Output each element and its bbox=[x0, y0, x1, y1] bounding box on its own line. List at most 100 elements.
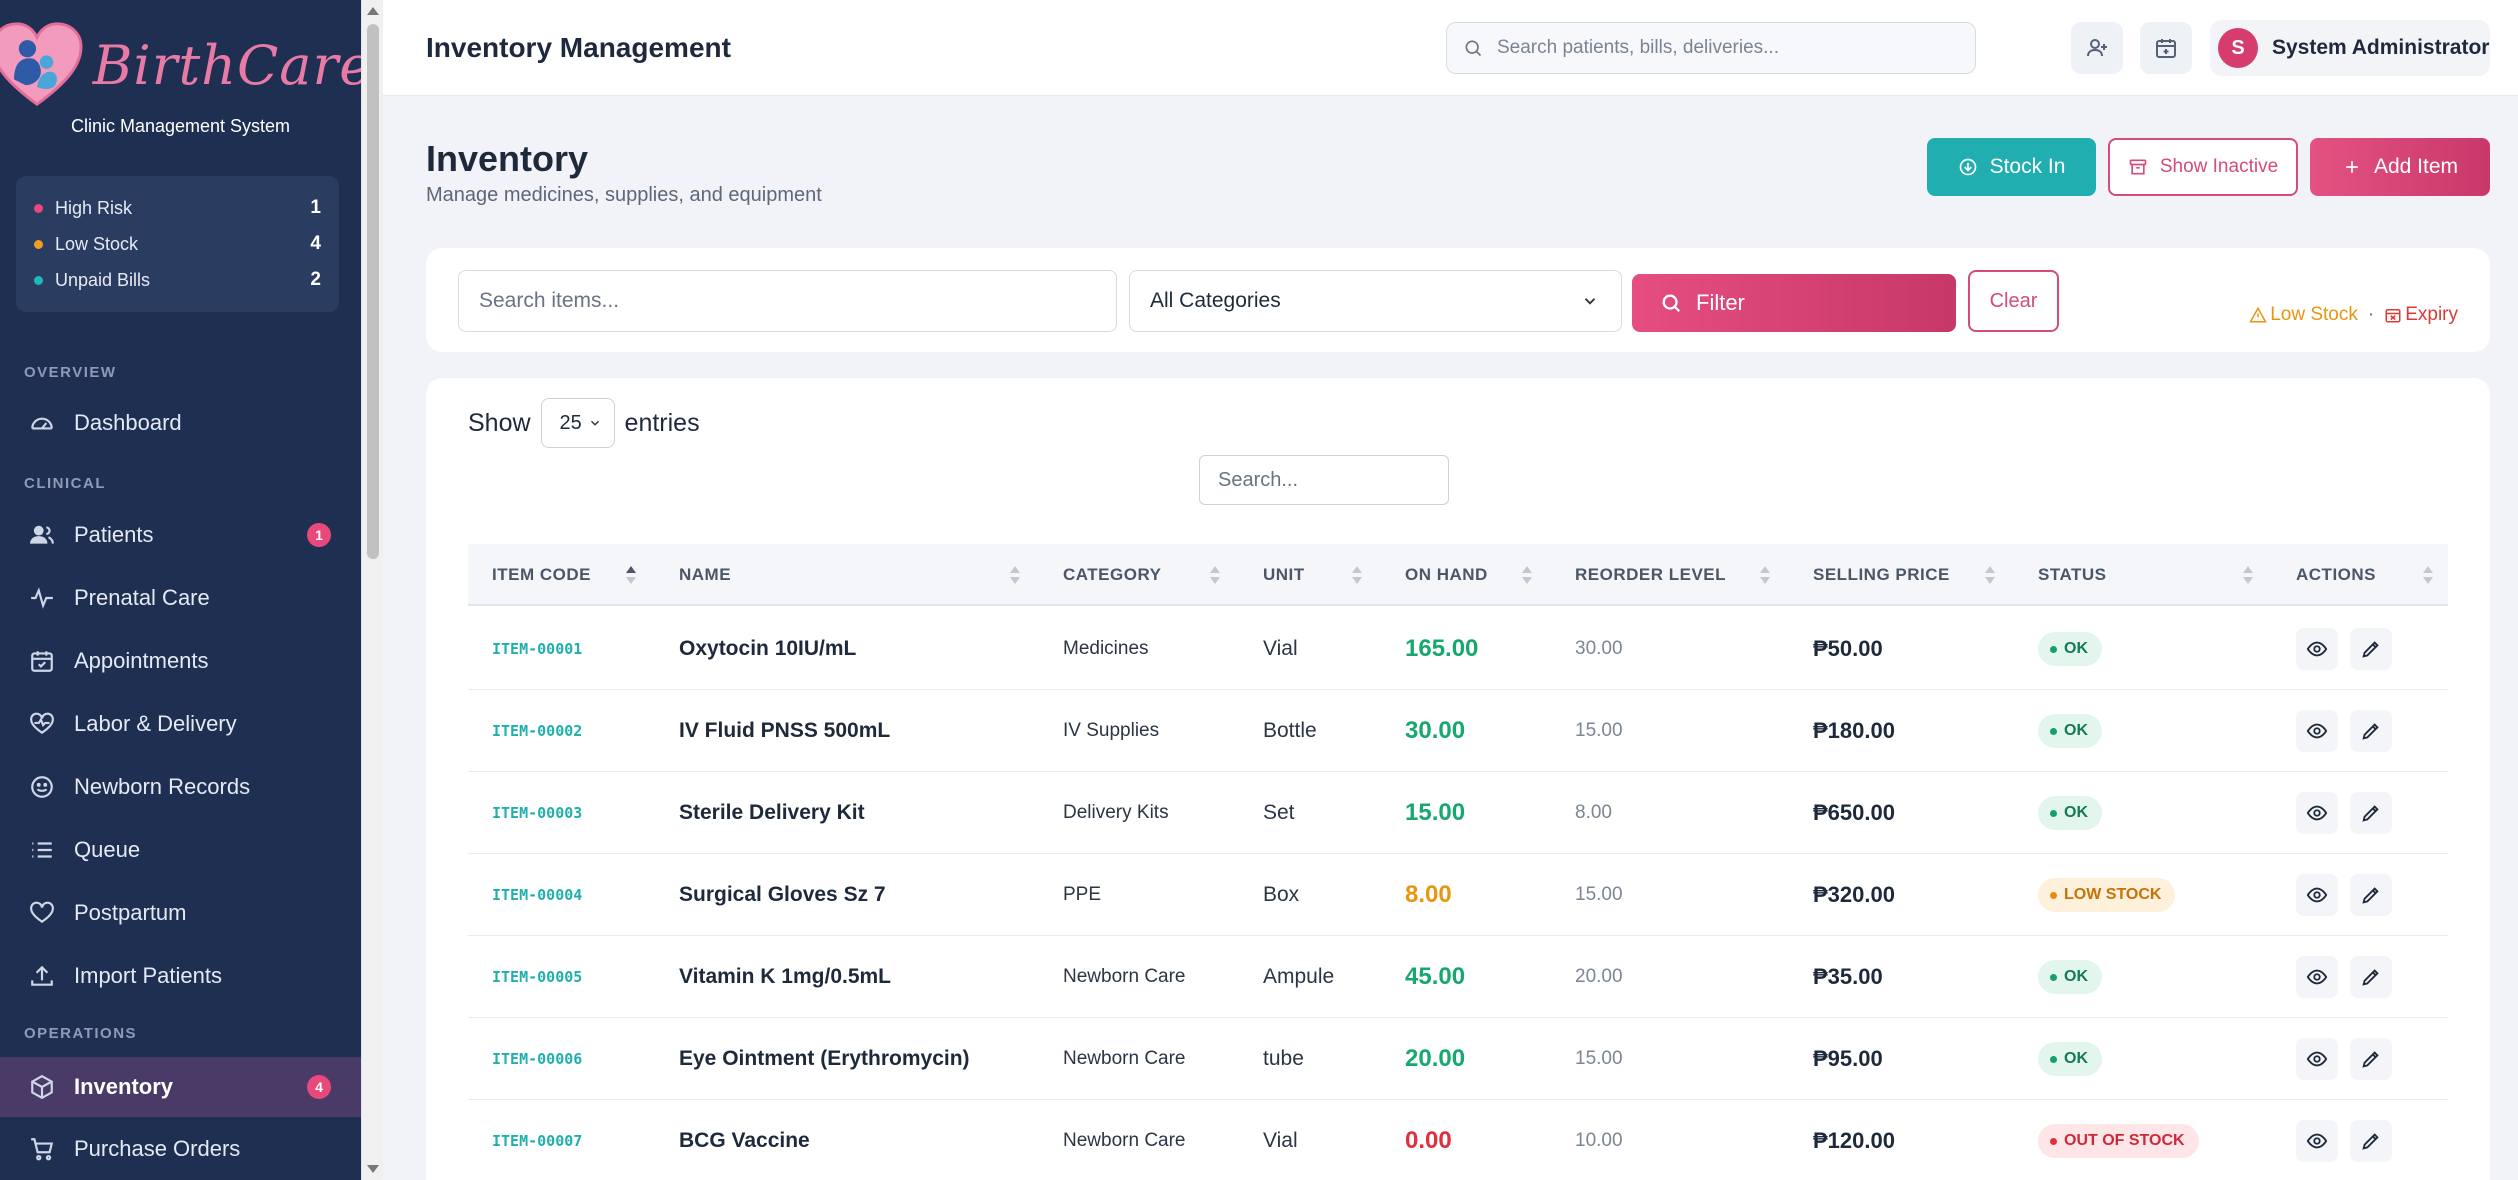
edit-button[interactable] bbox=[2350, 956, 2392, 998]
show-inactive-button[interactable]: Show Inactive bbox=[2108, 138, 2298, 196]
sort-icon[interactable] bbox=[1985, 566, 1995, 586]
filter-button[interactable]: Filter bbox=[1632, 274, 1956, 332]
new-appointment-button[interactable] bbox=[2140, 22, 2192, 74]
status-badge: OK bbox=[2038, 1042, 2102, 1076]
item-unit: Box bbox=[1263, 883, 1300, 906]
clear-button[interactable]: Clear bbox=[1968, 270, 2059, 332]
view-button[interactable] bbox=[2296, 628, 2338, 670]
stat-unpaid-bills[interactable]: Unpaid Bills 2 bbox=[34, 262, 321, 298]
item-actions bbox=[2296, 854, 2392, 936]
item-actions bbox=[2296, 1018, 2392, 1100]
edit-button[interactable] bbox=[2350, 792, 2392, 834]
sidebar: BirthCare Clinic Management System High … bbox=[0, 0, 361, 1180]
item-code[interactable]: ITEM-00002 bbox=[492, 722, 583, 740]
sidebar-item-label: Dashboard bbox=[74, 410, 182, 435]
sidebar-item-newborn-records[interactable]: Newborn Records bbox=[0, 758, 361, 816]
col-item-code[interactable]: ITEM CODE bbox=[492, 565, 591, 584]
scroll-down-arrow-icon[interactable] bbox=[367, 1165, 379, 1173]
sidebar-item-patients[interactable]: Patients 1 bbox=[0, 506, 361, 564]
view-button[interactable] bbox=[2296, 710, 2338, 752]
sidebar-item-label: Queue bbox=[74, 837, 141, 862]
list-icon bbox=[28, 836, 56, 864]
view-button[interactable] bbox=[2296, 874, 2338, 916]
sort-icon[interactable] bbox=[1210, 566, 1220, 586]
col-unit[interactable]: UNIT bbox=[1263, 565, 1305, 584]
edit-button[interactable] bbox=[2350, 1038, 2392, 1080]
legend-expiry: Expiry bbox=[2384, 304, 2458, 326]
item-status: OK bbox=[2038, 936, 2102, 1018]
item-actions bbox=[2296, 690, 2392, 772]
show-inactive-label: Show Inactive bbox=[2159, 156, 2279, 177]
page-subtitle: Manage medicines, supplies, and equipmen… bbox=[426, 184, 822, 206]
sidebar-item-prenatal-care[interactable]: Prenatal Care bbox=[0, 569, 361, 627]
col-on-hand[interactable]: ON HAND bbox=[1405, 565, 1488, 584]
view-button[interactable] bbox=[2296, 1120, 2338, 1162]
sort-icon[interactable] bbox=[626, 566, 636, 586]
heart-icon bbox=[28, 899, 56, 927]
item-code[interactable]: ITEM-00001 bbox=[492, 640, 583, 658]
col-status[interactable]: STATUS bbox=[2038, 565, 2107, 584]
scroll-up-arrow-icon[interactable] bbox=[367, 7, 379, 15]
sort-icon[interactable] bbox=[2243, 566, 2253, 586]
global-search-input[interactable] bbox=[1497, 37, 1957, 59]
col-category[interactable]: CATEGORY bbox=[1063, 565, 1162, 584]
col-actions[interactable]: ACTIONS bbox=[2296, 565, 2376, 584]
sidebar-item-appointments[interactable]: Appointments bbox=[0, 632, 361, 690]
warning-triangle-icon bbox=[2249, 306, 2267, 323]
item-on-hand: 8.00 bbox=[1405, 881, 1452, 908]
status-dot bbox=[2050, 727, 2057, 735]
item-code[interactable]: ITEM-00005 bbox=[492, 968, 583, 986]
add-item-button[interactable]: Add Item bbox=[2310, 138, 2490, 196]
col-name[interactable]: NAME bbox=[679, 565, 732, 584]
stat-label: Unpaid Bills bbox=[55, 269, 151, 290]
box-icon bbox=[28, 1073, 56, 1101]
edit-button[interactable] bbox=[2350, 710, 2392, 752]
sidebar-item-postpartum[interactable]: Postpartum bbox=[0, 884, 361, 942]
view-button[interactable] bbox=[2296, 956, 2338, 998]
add-patient-button[interactable] bbox=[2071, 22, 2123, 74]
sort-icon[interactable] bbox=[2423, 566, 2433, 586]
sidebar-item-purchase-orders[interactable]: Purchase Orders bbox=[0, 1120, 361, 1178]
item-category: IV Supplies bbox=[1063, 720, 1160, 741]
entries-select[interactable]: 25 bbox=[540, 398, 615, 448]
table-search-input[interactable] bbox=[1199, 455, 1449, 505]
item-status: OK bbox=[2038, 772, 2102, 854]
col-selling-price[interactable]: SELLING PRICE bbox=[1813, 565, 1950, 584]
sidebar-item-labor-delivery[interactable]: Labor & Delivery bbox=[0, 695, 361, 753]
item-code[interactable]: ITEM-00004 bbox=[492, 886, 583, 904]
category-select[interactable]: All Categories bbox=[1129, 270, 1622, 332]
item-code[interactable]: ITEM-00007 bbox=[492, 1132, 583, 1150]
stock-in-label: Stock In bbox=[1989, 155, 2066, 178]
status-text: OK bbox=[2064, 968, 2088, 985]
user-menu[interactable]: S System Administrator bbox=[2210, 20, 2490, 76]
stock-in-button[interactable]: Stock In bbox=[1927, 138, 2096, 196]
col-reorder-level[interactable]: REORDER LEVEL bbox=[1575, 565, 1727, 584]
sort-icon[interactable] bbox=[1010, 566, 1020, 586]
edit-button[interactable] bbox=[2350, 874, 2392, 916]
sidebar-item-import-patients[interactable]: Import Patients bbox=[0, 947, 361, 1005]
sidebar-scrollbar[interactable] bbox=[361, 0, 383, 1180]
sidebar-item-inventory[interactable]: Inventory 4 bbox=[0, 1057, 361, 1117]
item-status: OUT OF STOCK bbox=[2038, 1100, 2199, 1180]
scroll-thumb[interactable] bbox=[367, 24, 379, 559]
sidebar-item-queue[interactable]: Queue bbox=[0, 821, 361, 879]
logo[interactable]: BirthCare Clinic Management System bbox=[0, 0, 361, 150]
stat-low-stock[interactable]: Low Stock 4 bbox=[34, 226, 321, 262]
calendar-x-icon bbox=[2385, 309, 2401, 323]
sort-icon[interactable] bbox=[1760, 566, 1770, 586]
item-code[interactable]: ITEM-00006 bbox=[492, 1050, 583, 1068]
view-button[interactable] bbox=[2296, 1038, 2338, 1080]
sort-icon[interactable] bbox=[1352, 566, 1362, 586]
entries-length: Show 25 entries bbox=[468, 398, 700, 448]
view-button[interactable] bbox=[2296, 792, 2338, 834]
item-name: Vitamin K 1mg/0.5mL bbox=[679, 965, 892, 988]
item-code[interactable]: ITEM-00003 bbox=[492, 804, 583, 822]
sidebar-item-dashboard[interactable]: Dashboard bbox=[0, 394, 361, 452]
stat-high-risk[interactable]: High Risk 1 bbox=[34, 190, 321, 226]
global-search[interactable] bbox=[1446, 22, 1976, 74]
header-title: Inventory Management bbox=[426, 32, 731, 63]
sort-icon[interactable] bbox=[1522, 566, 1532, 586]
edit-button[interactable] bbox=[2350, 628, 2392, 670]
edit-button[interactable] bbox=[2350, 1120, 2392, 1162]
item-search-input[interactable] bbox=[458, 270, 1117, 332]
